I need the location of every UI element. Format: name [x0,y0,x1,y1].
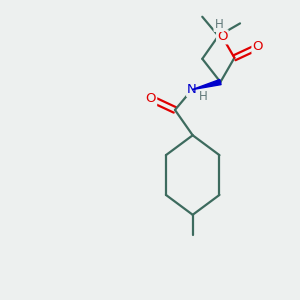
Text: N: N [187,83,197,96]
Text: H: H [214,18,223,31]
Polygon shape [192,80,221,90]
Text: O: O [217,30,228,44]
Text: H: H [199,90,208,103]
Text: O: O [252,40,263,53]
Text: O: O [146,92,156,105]
